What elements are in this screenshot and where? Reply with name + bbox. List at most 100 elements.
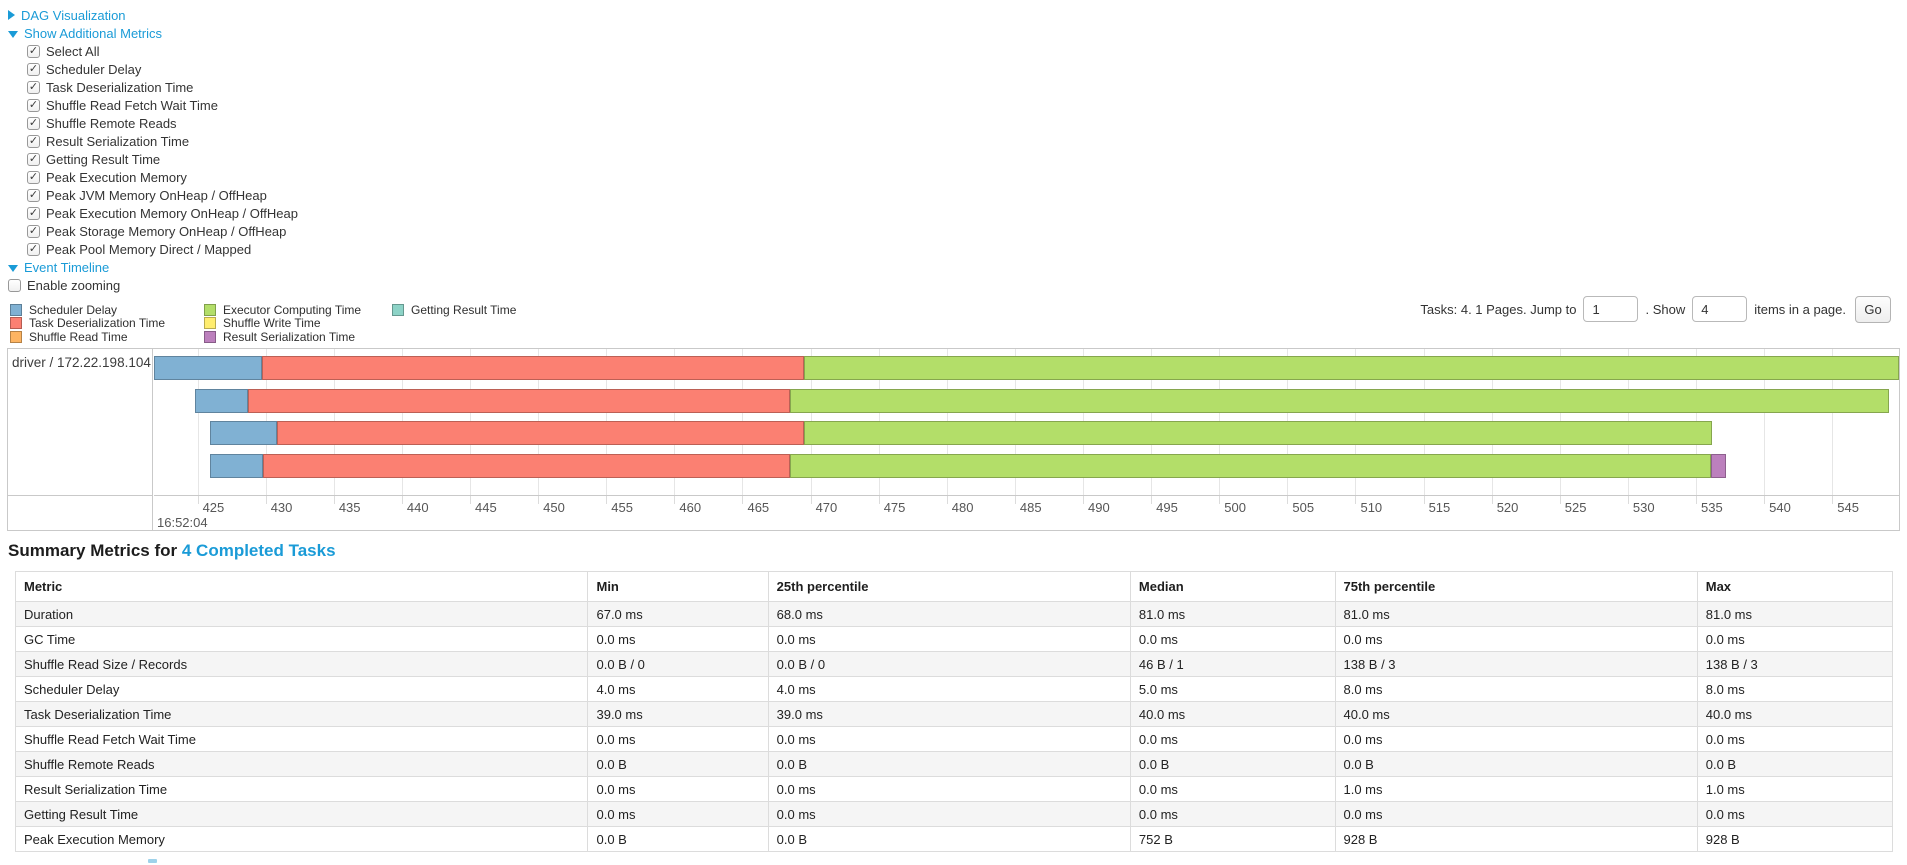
completed-tasks-link[interactable]: 4 Completed Tasks [181, 541, 336, 560]
event-timeline-toggle[interactable]: Event Timeline [8, 258, 298, 276]
dag-visualization-link[interactable]: DAG Visualization [21, 7, 126, 23]
metric-checkbox[interactable]: ✓ [27, 206, 40, 220]
table-row: Shuffle Read Fetch Wait Time 0.0 ms 0.0 ms… [14, 726, 1894, 752]
jump-to-page-input[interactable] [1583, 296, 1639, 322]
event-timeline-link[interactable]: Event Timeline [24, 259, 110, 275]
metric-value-cell: 0.0 B / 0 [767, 651, 1131, 677]
metric-checkbox-row: ✓ Getting Result Time [27, 150, 298, 168]
axis-gridline [197, 349, 199, 495]
axis-tick-label: 505 [1292, 500, 1315, 515]
metric-checkbox[interactable]: ✓ [27, 44, 40, 58]
metric-value-cell: 0.0 ms [1129, 626, 1336, 652]
metric-checkbox-label[interactable]: Peak Pool Memory Direct / Mapped [46, 241, 252, 257]
metric-value-cell: 0.0 ms [1334, 726, 1698, 752]
metric-name-cell: Getting Result Time [14, 801, 589, 827]
metric-value-cell: 39.0 ms [767, 701, 1131, 727]
summary-metrics-heading: Summary Metrics for 4 Completed Tasks [8, 541, 336, 561]
show-additional-metrics-link[interactable]: Show Additional Metrics [24, 25, 163, 41]
legend-item: Getting Result Time [392, 303, 516, 317]
task-bar-segment-task-deserialization[interactable] [262, 454, 791, 479]
task-bar-segment-executor-computing[interactable] [790, 454, 1711, 479]
metric-checkbox-label[interactable]: Select All [46, 43, 100, 59]
axis-tick-label: 475 [883, 500, 906, 515]
metric-checkbox-label[interactable]: Peak Execution Memory [46, 169, 187, 185]
legend-swatch-icon [10, 303, 22, 316]
event-timeline-chart: driver / 172.22.198.104 425 430 435 440 445 4… [7, 348, 1900, 531]
summary-heading-prefix: Summary Metrics for [8, 541, 178, 560]
metric-value-cell: 81.0 ms [1129, 601, 1336, 627]
metric-checkbox-label[interactable]: Shuffle Remote Reads [46, 115, 177, 131]
metric-checkbox-label[interactable]: Peak Execution Memory OnHeap / OffHeap [46, 205, 298, 221]
metric-checkbox-label[interactable]: Scheduler Delay [46, 61, 142, 77]
timeline-time-axis: 425 430 435 440 445 450 455 460 465 470 475 480 485 4… [154, 495, 1899, 531]
column-header: Max [1696, 571, 1894, 602]
metric-value-cell: 0.0 ms [587, 776, 769, 802]
axis-tick-label: 445 [475, 500, 497, 515]
show-label: . Show [1645, 301, 1686, 317]
task-bar-segment-task-deserialization[interactable] [276, 421, 804, 446]
metric-checkbox-label[interactable]: Task Deserialization Time [46, 79, 194, 95]
metric-checkbox[interactable]: ✓ [27, 242, 40, 256]
legend-item: Shuffle Write Time [204, 316, 392, 330]
task-bar-segment-executor-computing[interactable] [790, 388, 1890, 413]
metric-value-cell: 1.0 ms [1696, 776, 1894, 802]
legend-swatch-icon [204, 303, 216, 316]
axis-tick [1151, 496, 1153, 504]
table-row: Result Serialization Time 0.0 ms 0.0 ms 0.0… [14, 776, 1894, 802]
metric-value-cell: 0.0 ms [1696, 626, 1894, 652]
metric-checkbox-label[interactable]: Result Serialization Time [46, 133, 190, 149]
metric-checkbox-row: ✓ Peak Pool Memory Direct / Mapped [27, 240, 298, 258]
dag-visualization-toggle[interactable]: DAG Visualization [8, 6, 298, 24]
expanded-arrow-icon [8, 264, 18, 272]
metric-checkbox-label[interactable]: Peak Storage Memory OnHeap / OffHeap [46, 223, 287, 239]
axis-tick-label: 435 [338, 500, 361, 515]
task-bar-segment-result-serialization[interactable] [1711, 454, 1726, 479]
metric-value-cell: 0.0 ms [587, 801, 769, 827]
metric-value-cell: 0.0 B [1696, 751, 1894, 777]
legend-swatch-icon [204, 317, 216, 330]
task-bar-segment-scheduler-delay[interactable] [154, 356, 262, 380]
metric-checkbox-label[interactable]: Shuffle Read Fetch Wait Time [46, 97, 218, 113]
metric-value-cell: 0.0 ms [1696, 726, 1894, 752]
axis-tick [1083, 496, 1085, 504]
task-bar-segment-scheduler-delay[interactable] [209, 454, 263, 479]
axis-tick [878, 496, 880, 504]
metric-value-cell: 0.0 ms [587, 726, 769, 752]
task-bar-segment-scheduler-delay[interactable] [209, 421, 277, 446]
metric-checkbox[interactable]: ✓ [27, 98, 40, 112]
metric-checkbox[interactable]: ✓ [27, 62, 40, 76]
task-bar-segment-executor-computing[interactable] [803, 356, 1899, 380]
column-header: Min [587, 571, 769, 602]
metric-checkbox[interactable]: ✓ [27, 152, 40, 166]
task-bar-segment-executor-computing[interactable] [803, 421, 1713, 446]
metric-value-cell: 0.0 ms [1129, 801, 1336, 827]
metric-checkbox-row: ✓ Peak Execution Memory OnHeap / OffHeap [27, 204, 298, 222]
metric-checkbox[interactable]: ✓ [27, 170, 40, 184]
items-per-page-input[interactable] [1692, 296, 1748, 322]
axis-tick-label: 515 [1428, 500, 1451, 515]
metric-checkbox[interactable]: ✓ [27, 188, 40, 202]
metric-value-cell: 0.0 ms [767, 776, 1131, 802]
metric-checkbox[interactable]: ✓ [27, 80, 40, 94]
stage-controls: DAG Visualization Show Additional Metric… [8, 6, 298, 294]
metric-checkbox[interactable]: ✓ [27, 224, 40, 238]
legend-label: Shuffle Read Time [29, 329, 128, 344]
enable-zooming-checkbox[interactable] [8, 278, 21, 292]
enable-zooming-label[interactable]: Enable zooming [27, 277, 121, 293]
go-button[interactable]: Go [1855, 295, 1891, 323]
metric-value-cell: 8.0 ms [1696, 676, 1894, 702]
task-bar-segment-task-deserialization[interactable] [261, 356, 804, 380]
task-bar-segment-task-deserialization[interactable] [247, 388, 791, 413]
metric-value-cell: 0.0 ms [1129, 776, 1336, 802]
axis-gridline [1832, 349, 1834, 495]
metric-checkbox[interactable]: ✓ [27, 116, 40, 130]
task-bar-segment-scheduler-delay[interactable] [194, 388, 248, 413]
metric-checkbox-label[interactable]: Peak JVM Memory OnHeap / OffHeap [46, 187, 267, 203]
legend-swatch-icon [10, 317, 22, 330]
metric-value-cell: 0.0 B [587, 751, 769, 777]
show-additional-metrics-toggle[interactable]: Show Additional Metrics [8, 24, 298, 42]
metric-name-cell: Result Serialization Time [14, 776, 589, 802]
metric-checkbox[interactable]: ✓ [27, 134, 40, 148]
metric-checkbox-label[interactable]: Getting Result Time [46, 151, 161, 167]
axis-tick-label: 460 [679, 500, 702, 515]
